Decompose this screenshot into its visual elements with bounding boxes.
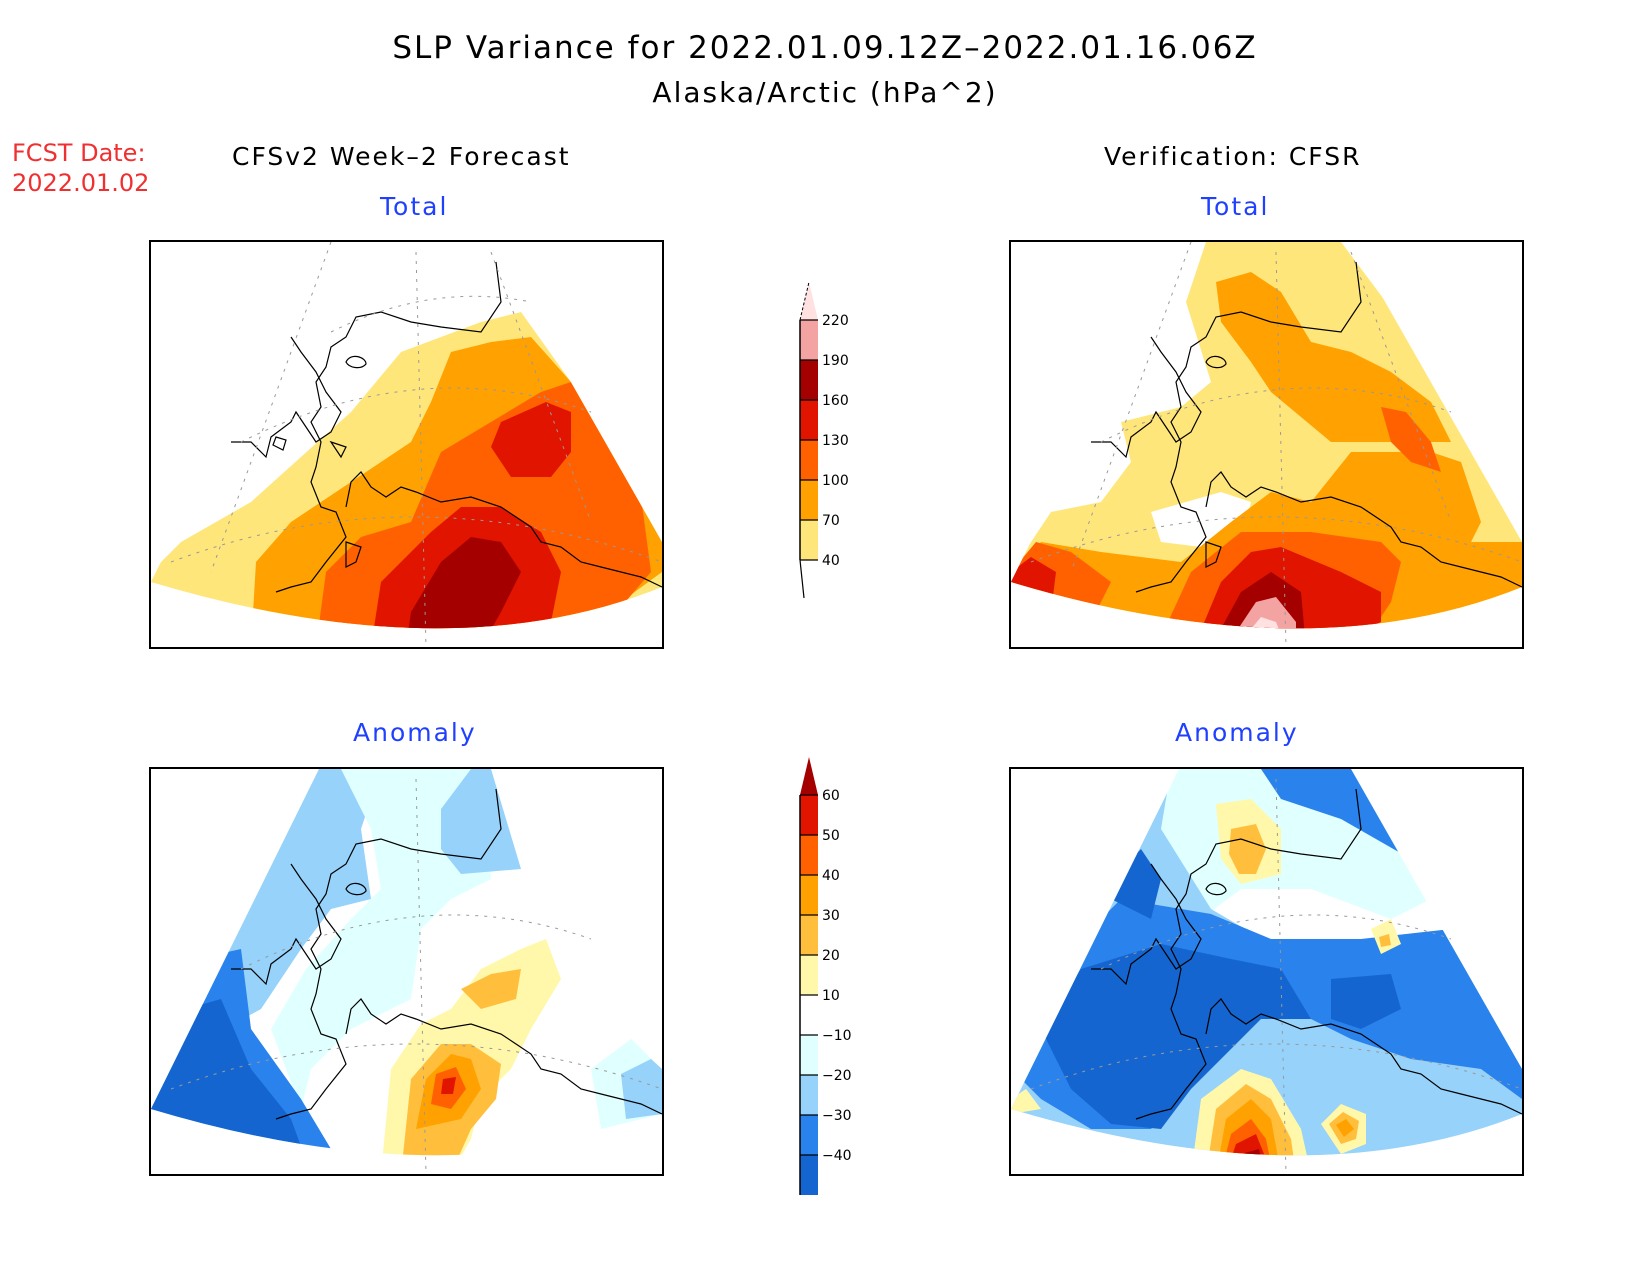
colorbar-segment (800, 400, 818, 440)
colorbar-tick-label: 160 (822, 393, 849, 409)
graticule (1030, 242, 1522, 647)
colorbar-tick-label: 220 (822, 313, 849, 329)
contour-160 (406, 537, 521, 629)
colorbar-segment (800, 795, 818, 835)
contour-70 (1216, 272, 1451, 442)
forecast-total-title: Total (380, 192, 449, 221)
total-colorbar: 40 70 100 130 160 190 220 (799, 281, 849, 599)
chart-title: SLP Variance for 2022.01.09.12Z–2022.01.… (392, 30, 1258, 66)
colorbar-tick-label: 30 (822, 908, 840, 924)
colorbar-tick-label: 70 (822, 513, 840, 529)
contour-minus-40 (1041, 944, 1311, 1129)
colorbar-tick-label: −10 (822, 1028, 852, 1044)
colorbar-segment (800, 520, 818, 560)
colorbar-segment (800, 1035, 818, 1075)
colorbar-tick-label: 190 (822, 353, 849, 369)
graticule (1030, 778, 1522, 1174)
contour-plus-50 (441, 1077, 456, 1094)
chart-subtitle: Alaska/Arctic (hPa^2) (652, 76, 998, 109)
verification-total-map-svg (1011, 242, 1522, 647)
colorbar-tick-label: 40 (822, 868, 840, 884)
graticule (170, 242, 662, 647)
colorbar-tick-label: −20 (822, 1068, 852, 1084)
forecast-anomaly-map (149, 767, 664, 1176)
contour-minus-40 (1331, 974, 1401, 1029)
contour-plus-20 (1379, 934, 1391, 947)
colorbar-edge (799, 281, 810, 321)
verification-anomaly-map-svg (1011, 769, 1522, 1174)
colorbar-tick-label: 130 (822, 433, 849, 449)
fcst-date-value: 2022.01.02 (12, 169, 150, 197)
colorbar-segment (800, 320, 818, 360)
colorbar-segment (800, 360, 818, 400)
colorbar-segment (800, 995, 818, 1035)
contour-minus-10 (271, 769, 491, 1109)
colorbar-bottom-tail (799, 559, 805, 599)
colorbar-segment (800, 480, 818, 520)
contour-130 (491, 402, 571, 477)
forecast-total-map (149, 240, 664, 649)
verification-anomaly-title: Anomaly (1175, 718, 1299, 747)
coastline (231, 261, 662, 593)
colorbar-tick-label: 20 (822, 948, 840, 964)
colorbar-segment (800, 835, 818, 875)
colorbar-tick-label: 100 (822, 473, 849, 489)
coastline (1091, 788, 1522, 1120)
colorbar-tick-label: −40 (822, 1148, 852, 1164)
forecast-anomaly-map-svg (151, 769, 662, 1174)
colorbar-tick-label: −30 (822, 1108, 852, 1124)
colorbar-segment (800, 440, 818, 480)
contour-plus-20 (1229, 824, 1266, 874)
verification-anomaly-map (1009, 767, 1524, 1176)
colorbar-tick-label: 50 (822, 828, 840, 844)
fcst-date-label: FCST Date: (12, 139, 146, 167)
forecast-column-title: CFSv2 Week–2 Forecast (232, 142, 571, 171)
contour-minus-20 (621, 1059, 662, 1119)
verification-total-title: Total (1201, 192, 1270, 221)
fcst-date-block: FCST Date: 2022.01.02 (12, 138, 149, 198)
contour-plus-30 (1336, 1119, 1354, 1137)
colorbar-tick-label: 40 (822, 553, 840, 569)
contour-minus-20 (441, 769, 521, 874)
anomaly-colorbar: 60 50 40 30 20 10 −10 −20 −30 −40 (799, 757, 852, 1195)
coastline (231, 788, 662, 1120)
colorbar-segment (800, 1115, 818, 1155)
verification-total-map (1009, 240, 1524, 649)
verification-column-title: Verification: CFSR (1104, 142, 1362, 171)
coastline (1091, 261, 1522, 593)
colorbar-top-triangle (800, 757, 818, 795)
colorbar-segment (800, 875, 818, 915)
graticule (170, 778, 662, 1174)
colorbar-segment (800, 1075, 818, 1115)
contour-plus-20 (461, 969, 521, 1009)
colorbar-top-triangle (800, 282, 818, 320)
colorbar-segment (800, 915, 818, 955)
colorbar-segment (800, 1155, 818, 1195)
colorbar-segment (800, 955, 818, 995)
forecast-anomaly-title: Anomaly (353, 718, 477, 747)
contour-220 (1236, 617, 1286, 629)
forecast-total-map-svg (151, 242, 662, 647)
contour-plus-10 (1011, 1089, 1041, 1114)
colorbar-tick-label: 60 (822, 788, 840, 804)
colorbar-tick-label: 10 (822, 988, 840, 1004)
